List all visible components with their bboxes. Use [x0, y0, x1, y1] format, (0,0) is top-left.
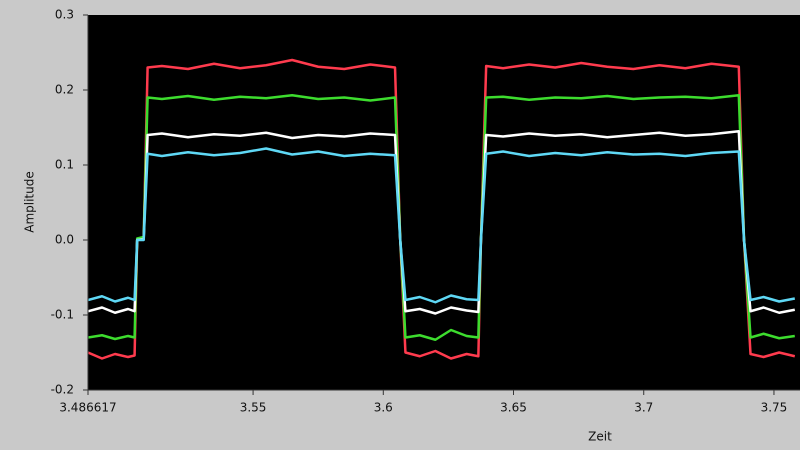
data-line — [88, 130, 796, 315]
x-tick-label: 3.6 — [374, 401, 393, 415]
x-tick-label: 3.486617 — [59, 401, 116, 415]
data-line — [88, 94, 795, 341]
y-tick-label: -0.2 — [51, 383, 74, 397]
data-line — [88, 58, 796, 360]
y-tick-label: 0.2 — [55, 83, 74, 97]
x-tick-label: 3.65 — [500, 401, 527, 415]
plot-lines — [88, 58, 796, 360]
x-axis-label: Zeit — [588, 430, 612, 444]
y-tick-label: 0.0 — [55, 233, 74, 247]
y-tick-label: 0.3 — [55, 8, 74, 22]
data-line — [88, 147, 796, 304]
y-axis-label: Amplitude — [23, 171, 37, 233]
y-tick-label: -0.1 — [51, 308, 74, 322]
plot-area — [88, 15, 800, 390]
x-tick-label: 3.75 — [761, 401, 788, 415]
x-tick-label: 3.7 — [634, 401, 653, 415]
y-tick-label: 0.1 — [55, 158, 74, 172]
x-tick-label: 3.55 — [240, 401, 267, 415]
